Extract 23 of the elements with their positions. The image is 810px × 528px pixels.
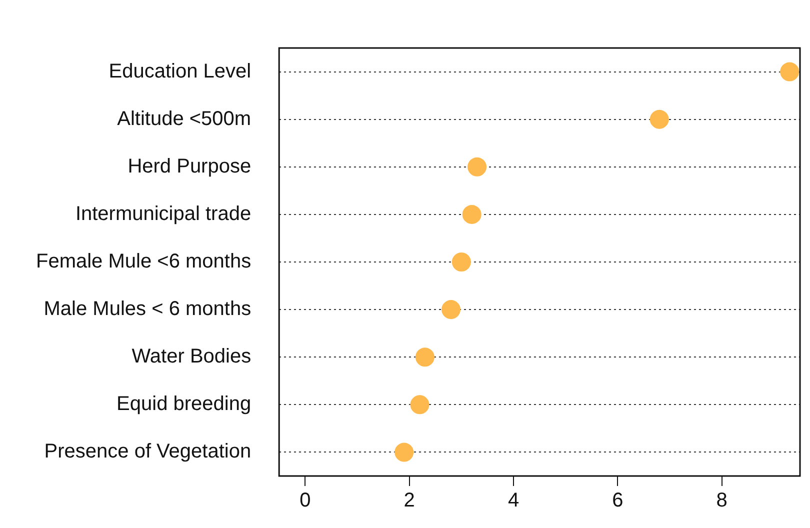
point (415, 348, 434, 367)
y-tick-label: Altitude <500m (117, 108, 252, 130)
x-tick-label: 0 (300, 490, 311, 512)
y-tick-label: Education Level (108, 60, 252, 82)
x-tick-label: 8 (716, 490, 728, 512)
y-tick-label: Male Mules < 6 months (44, 298, 252, 320)
point (410, 395, 430, 414)
point (441, 300, 460, 320)
y-tick-label: Equid breeding (116, 393, 252, 416)
y-tick-label: Female Mule <6 months (36, 250, 252, 273)
point (394, 442, 414, 462)
point (452, 252, 471, 272)
y-tick-label: Herd Purpose (128, 155, 252, 178)
point (650, 110, 669, 129)
x-tick-label: 6 (612, 490, 624, 512)
y-tick-label: Intermunicipal trade (75, 202, 252, 225)
point (780, 62, 800, 82)
y-tick-label: Presence of Vegetation (44, 440, 252, 463)
y-tick-label: Water Bodies (132, 346, 252, 368)
x-tick-label: 2 (404, 490, 415, 512)
point (462, 204, 482, 224)
x-tick-label: 4 (508, 490, 520, 512)
point (468, 157, 487, 176)
